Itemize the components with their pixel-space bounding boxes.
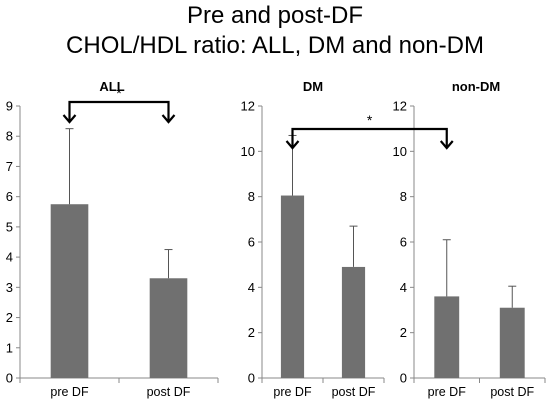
bar-non-dm-pre-df — [434, 296, 460, 378]
chart-title-line1: Pre and post-DF — [186, 2, 364, 29]
x-tick-label-non-dm-pre-df: pre DF — [428, 385, 467, 399]
significance-bracket-cross — [291, 127, 448, 148]
y-tick-label-all: 0 — [6, 371, 13, 386]
significance-bracket-cross-arrowhead-right — [439, 140, 454, 150]
significance-bracket-cross-label: * — [367, 112, 373, 128]
y-tick-label-non-dm: 2 — [400, 325, 407, 340]
panel-title-all: ALL — [99, 79, 124, 94]
y-tick-label-non-dm: 0 — [400, 371, 407, 386]
significance-bracket-all-label: * — [116, 85, 122, 101]
y-tick-label-dm: 12 — [241, 99, 255, 114]
panel-title-non-dm: non-DM — [452, 79, 500, 94]
bar-non-dm-post-df — [499, 307, 525, 378]
y-tick-label-all: 3 — [6, 280, 13, 295]
y-tick-label-all: 6 — [6, 189, 13, 204]
bar-all-post-df — [149, 278, 188, 378]
y-tick-label-dm: 0 — [248, 371, 255, 386]
y-tick-label-all: 2 — [6, 310, 13, 325]
bar-dm-post-df — [341, 266, 366, 378]
x-tick-label-dm-post-df: post DF — [332, 385, 376, 399]
y-tick-label-dm: 4 — [248, 280, 255, 295]
panel-title-dm: DM — [303, 79, 323, 94]
y-tick-label-all: 5 — [6, 219, 13, 234]
y-tick-label-all: 8 — [6, 129, 13, 144]
y-tick-label-non-dm: 6 — [400, 235, 407, 250]
y-tick-label-all: 1 — [6, 340, 13, 355]
y-tick-label-dm: 6 — [248, 235, 255, 250]
y-tick-label-dm: 2 — [248, 325, 255, 340]
y-tick-label-non-dm: 12 — [393, 99, 407, 114]
significance-bracket-all-arrowhead-right — [161, 114, 176, 124]
y-tick-label-all: 7 — [6, 159, 13, 174]
y-tick-label-non-dm: 4 — [400, 280, 407, 295]
x-tick-label-all-pre-df: pre DF — [50, 385, 89, 399]
significance-bracket-all-arrowhead-left — [62, 114, 77, 124]
bar-all-pre-df — [50, 204, 89, 378]
y-tick-label-dm: 8 — [248, 189, 255, 204]
bar-dm-pre-df — [280, 195, 305, 378]
y-tick-label-dm: 10 — [241, 144, 255, 159]
y-tick-label-non-dm: 8 — [400, 189, 407, 204]
x-tick-label-all-post-df: post DF — [147, 385, 191, 399]
y-tick-label-non-dm: 10 — [393, 144, 407, 159]
significance-bracket-cross-arrowhead-left — [285, 140, 300, 150]
significance-bracket-all — [68, 100, 170, 122]
x-tick-label-dm-pre-df: pre DF — [273, 385, 312, 399]
y-tick-label-all: 9 — [6, 99, 13, 114]
x-tick-label-non-dm-post-df: post DF — [490, 385, 534, 399]
y-tick-label-all: 4 — [6, 250, 13, 265]
chart-title-line2: CHOL/HDL ratio: ALL, DM and non-DM — [66, 32, 484, 59]
